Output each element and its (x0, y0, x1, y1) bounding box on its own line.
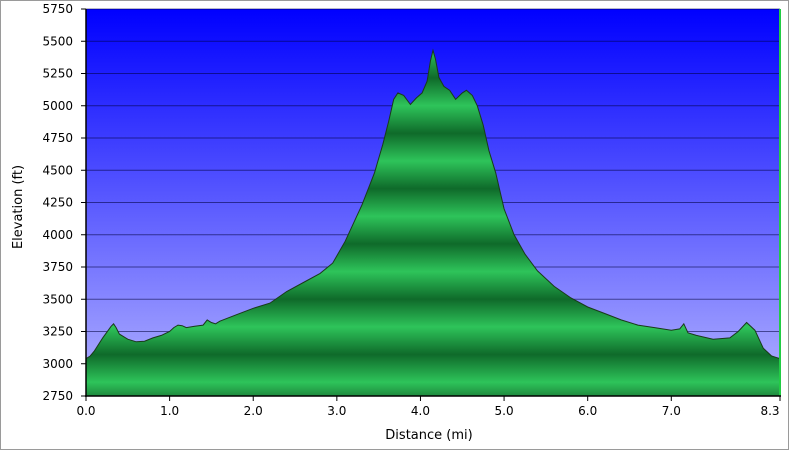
x-tick-label: 4.0 (411, 404, 430, 418)
y-tick-label: 3250 (42, 325, 73, 339)
x-tick-label: 3.0 (327, 404, 346, 418)
x-axis-title: Distance (mi) (385, 428, 472, 443)
y-tick-label: 5000 (42, 99, 73, 113)
x-tick-label: 8.3 (760, 404, 779, 418)
y-tick-label: 5500 (42, 34, 73, 48)
y-tick-label: 2750 (42, 389, 73, 403)
y-tick-label: 4500 (42, 163, 73, 177)
y-tick-label: 5250 (42, 67, 73, 81)
x-tick-label: 7.0 (662, 404, 681, 418)
y-tick-label: 4000 (42, 228, 73, 242)
x-axis-ticks: 0.0 1.0 2.0 3.0 4.0 5.0 6.0 7.0 8.3 (76, 396, 781, 418)
y-tick-label: 4250 (42, 196, 73, 210)
y-axis-ticks: 2750 3000 3250 3500 3750 4000 4250 4500 4750 5000… (42, 2, 86, 403)
x-tick-label: 5.0 (495, 404, 514, 418)
x-tick-label: 6.0 (578, 404, 597, 418)
x-tick-label: 0.0 (76, 404, 95, 418)
y-tick-label: 3000 (42, 357, 73, 371)
y-axis-title: Elevation (ft) (11, 165, 26, 249)
x-tick-label: 2.0 (244, 404, 263, 418)
x-tick-label: 1.0 (160, 404, 179, 418)
elevation-area (85, 48, 781, 397)
y-tick-label: 4750 (42, 131, 73, 145)
y-tick-label: 5750 (42, 2, 73, 16)
y-tick-label: 3750 (42, 260, 73, 274)
y-tick-label: 3500 (42, 292, 73, 306)
